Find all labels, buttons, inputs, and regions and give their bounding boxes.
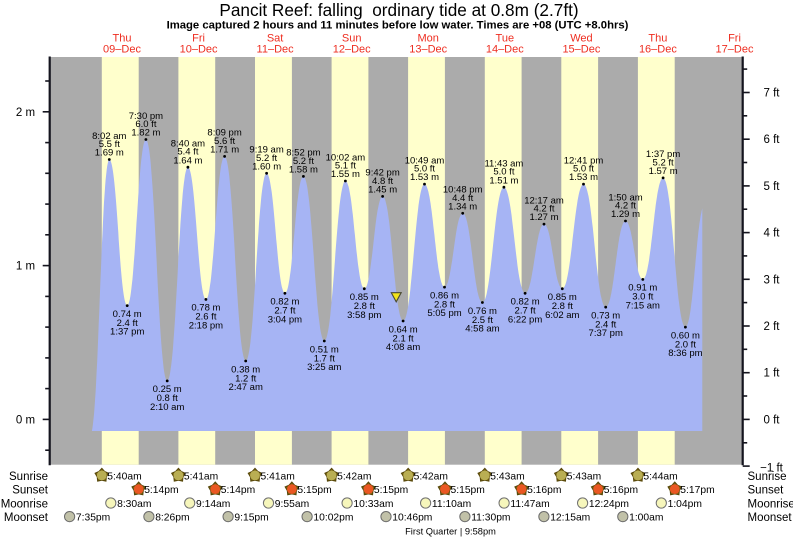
svg-text:Moonrise: Moonrise [748,498,793,510]
svg-text:8:26pm: 8:26pm [155,513,189,524]
svg-text:2 m: 2 m [16,107,35,119]
svg-text:1.69 m: 1.69 m [95,148,124,159]
svg-text:7:15 am: 7:15 am [626,301,660,312]
svg-text:1.27 m: 1.27 m [529,212,558,223]
svg-text:6:02 am: 6:02 am [545,310,579,321]
svg-text:Moonset: Moonset [4,512,49,524]
svg-text:1:37 pm: 1:37 pm [110,327,144,338]
svg-text:5:15pm: 5:15pm [297,485,331,496]
svg-text:1.71 m: 1.71 m [210,145,239,156]
svg-text:Sunrise: Sunrise [748,471,787,483]
svg-text:First Quarter | 9:58pm: First Quarter | 9:58pm [405,526,496,536]
svg-text:5:42am: 5:42am [414,471,448,482]
svg-text:5:14pm: 5:14pm [144,485,178,496]
svg-text:3:04 pm: 3:04 pm [268,314,302,325]
svg-text:4:58 am: 4:58 am [465,324,499,335]
svg-text:Sunrise: Sunrise [9,471,48,483]
svg-text:3:58 pm: 3:58 pm [347,310,381,321]
svg-text:1 m: 1 m [16,261,35,273]
svg-text:1 ft: 1 ft [764,368,781,380]
svg-text:0 ft: 0 ft [764,414,781,426]
svg-text:6 ft: 6 ft [764,134,781,146]
svg-text:9:15pm: 9:15pm [234,513,268,524]
svg-text:4 ft: 4 ft [764,228,781,240]
svg-text:15–Dec: 15–Dec [562,44,600,56]
svg-text:11:47am: 11:47am [510,499,549,510]
svg-text:11–Dec: 11–Dec [257,44,295,56]
svg-text:9:55am: 9:55am [275,499,309,510]
svg-text:1:04pm: 1:04pm [668,499,702,510]
svg-text:1.45 m: 1.45 m [368,185,397,196]
svg-text:7:37 pm: 7:37 pm [589,328,623,339]
svg-text:Moonrise: Moonrise [1,498,48,510]
svg-text:2:10 am: 2:10 am [150,402,184,413]
svg-text:5:41am: 5:41am [184,471,218,482]
svg-text:10:46pm: 10:46pm [392,513,432,524]
svg-text:Sunset: Sunset [12,485,49,497]
svg-text:4:08 am: 4:08 am [386,342,420,353]
svg-text:8:30am: 8:30am [117,499,151,510]
svg-text:5:43am: 5:43am [490,471,524,482]
svg-text:1.55 m: 1.55 m [331,169,360,180]
svg-text:5 ft: 5 ft [764,181,781,193]
svg-text:13–Dec: 13–Dec [409,44,447,56]
svg-text:14–Dec: 14–Dec [486,44,524,56]
svg-text:7:35pm: 7:35pm [76,513,110,524]
svg-text:3 ft: 3 ft [764,274,781,286]
svg-text:9:14am: 9:14am [196,499,230,510]
svg-text:5:41am: 5:41am [261,471,295,482]
svg-text:5:40am: 5:40am [107,471,141,482]
svg-text:1.34 m: 1.34 m [448,201,477,212]
svg-text:Sunset: Sunset [748,485,785,497]
svg-text:1:00am: 1:00am [629,513,663,524]
svg-text:2 ft: 2 ft [764,321,781,333]
svg-text:0 m: 0 m [16,414,35,426]
svg-text:5:16pm: 5:16pm [604,485,638,496]
svg-text:16–Dec: 16–Dec [639,44,677,56]
svg-text:6:22 pm: 6:22 pm [508,314,542,325]
svg-text:1.57 m: 1.57 m [649,166,678,177]
svg-text:5:42am: 5:42am [337,471,371,482]
svg-text:11:30pm: 11:30pm [471,513,510,524]
svg-text:10:02pm: 10:02pm [313,513,353,524]
svg-text:1.53 m: 1.53 m [569,172,598,183]
svg-text:8:36 pm: 8:36 pm [668,348,702,359]
svg-text:2:18 pm: 2:18 pm [189,321,223,332]
svg-text:5:17pm: 5:17pm [680,485,714,496]
svg-text:1.29 m: 1.29 m [611,209,640,220]
svg-text:5:15pm: 5:15pm [374,485,408,496]
svg-text:1.58 m: 1.58 m [289,165,318,176]
svg-text:1.82 m: 1.82 m [131,128,160,139]
svg-text:12–Dec: 12–Dec [333,44,371,56]
svg-text:5:44am: 5:44am [643,471,677,482]
svg-text:1.64 m: 1.64 m [173,155,202,166]
svg-text:3:25 am: 3:25 am [307,362,341,373]
svg-text:5:43am: 5:43am [567,471,601,482]
svg-text:5:16pm: 5:16pm [527,485,561,496]
svg-text:5:15pm: 5:15pm [451,485,485,496]
svg-text:2:47 am: 2:47 am [229,382,263,393]
svg-text:7 ft: 7 ft [764,88,781,100]
svg-text:5:05 pm: 5:05 pm [427,308,461,319]
svg-text:5:14pm: 5:14pm [221,485,255,496]
svg-text:Moonset: Moonset [748,512,793,524]
svg-text:1.60 m: 1.60 m [252,161,281,172]
svg-text:10–Dec: 10–Dec [180,44,218,56]
svg-text:12:15am: 12:15am [550,513,590,524]
svg-text:1.51 m: 1.51 m [489,175,518,186]
svg-text:11:10am: 11:10am [432,499,471,510]
svg-text:Pancit Reef: falling ordinary: Pancit Reef: falling ordinary tide at 0.… [219,0,578,20]
svg-text:12:24pm: 12:24pm [589,499,629,510]
svg-text:Image captured 2 hours and 11: Image captured 2 hours and 11 minutes be… [167,19,629,31]
svg-text:10:33am: 10:33am [353,499,393,510]
svg-text:1.53 m: 1.53 m [410,172,439,183]
svg-text:17–Dec: 17–Dec [716,44,754,56]
svg-text:09–Dec: 09–Dec [103,44,141,56]
